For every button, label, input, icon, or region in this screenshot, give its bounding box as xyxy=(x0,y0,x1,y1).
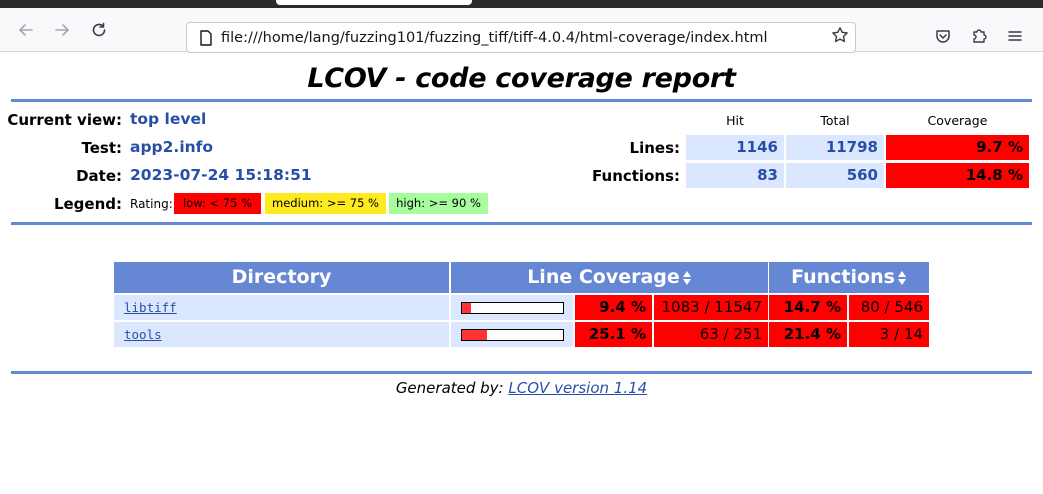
current-view-label: Current view: xyxy=(7,111,122,129)
col-header-line-coverage[interactable]: Line Coverage xyxy=(451,262,768,293)
test-value: app2.info xyxy=(130,138,214,156)
active-tab-indicator[interactable] xyxy=(276,0,472,5)
window-top-strip xyxy=(0,0,1043,8)
page-title: LCOV - code coverage report xyxy=(307,63,736,94)
header-ruler xyxy=(11,99,1032,102)
footer-prefix: Generated by: xyxy=(395,379,504,397)
address-bar[interactable]: file:///home/lang/fuzzing101/fuzzing_tif… xyxy=(186,22,856,53)
pocket-button[interactable] xyxy=(929,22,957,50)
hamburger-menu-icon xyxy=(1008,31,1022,41)
coverage-bar-fill xyxy=(462,330,488,340)
app-menu-button[interactable] xyxy=(1001,22,1029,50)
functions-total: 560 xyxy=(786,163,884,188)
table-row: tools xyxy=(114,322,449,347)
forward-button[interactable] xyxy=(48,16,76,44)
date-value: 2023-07-24 15:18:51 xyxy=(130,166,312,184)
lines-coverage: 9.7 % xyxy=(886,135,1029,160)
functions-pct: 14.7 % xyxy=(769,295,847,320)
functions-hit: 83 xyxy=(686,163,784,188)
url-text[interactable]: file:///home/lang/fuzzing101/fuzzing_tif… xyxy=(221,29,768,46)
coverage-bar-fill xyxy=(462,303,472,313)
line-coverage-bar xyxy=(451,322,573,347)
lines-total: 11798 xyxy=(786,135,884,160)
line-coverage-ratio: 63 / 251 xyxy=(654,322,768,347)
legend-high: high: >= 90 % xyxy=(389,193,488,214)
arrow-left-icon xyxy=(19,24,33,36)
line-coverage-ratio: 1083 / 11547 xyxy=(654,295,768,320)
extensions-button[interactable] xyxy=(965,22,993,50)
arrow-right-icon xyxy=(55,24,69,36)
back-button[interactable] xyxy=(12,16,40,44)
col-header-directory-text: Directory xyxy=(231,266,332,288)
functions-ratio: 3 / 14 xyxy=(849,322,929,347)
summary-col-total: Total xyxy=(820,113,850,128)
lines-hit: 1146 xyxy=(686,135,784,160)
legend-low: low: < 75 % xyxy=(174,193,261,214)
col-header-functions[interactable]: Functions xyxy=(769,262,929,293)
line-coverage-pct: 25.1 % xyxy=(575,322,652,347)
summary-col-hit: Hit xyxy=(726,113,744,128)
table-row: libtiff xyxy=(114,295,449,320)
line-coverage-pct: 9.4 % xyxy=(575,295,652,320)
directory-link-tools[interactable]: tools xyxy=(124,327,162,342)
summary-col-coverage: Coverage xyxy=(927,113,988,128)
legend-medium: medium: >= 75 % xyxy=(265,193,386,214)
footer: Generated by: LCOV version 1.14 xyxy=(0,379,1043,397)
lines-label: Lines: xyxy=(629,139,680,157)
col-header-functions-text: Functions xyxy=(791,266,895,288)
report-page: LCOV - code coverage report Current view… xyxy=(0,53,1043,397)
rating-label: Rating: xyxy=(130,197,173,211)
functions-label: Functions: xyxy=(592,167,680,185)
reload-button[interactable] xyxy=(85,16,113,44)
pocket-icon xyxy=(936,30,950,43)
date-label: Date: xyxy=(76,167,122,185)
sort-icon[interactable] xyxy=(682,270,692,285)
footer-ruler xyxy=(11,371,1032,374)
functions-coverage: 14.8 % xyxy=(886,163,1029,188)
directory-link-libtiff[interactable]: libtiff xyxy=(124,300,177,315)
functions-pct: 21.4 % xyxy=(769,322,847,347)
col-header-line-coverage-text: Line Coverage xyxy=(527,266,680,288)
report-header: Current view: top level Test: app2.info … xyxy=(0,102,1043,222)
browser-toolbar: file:///home/lang/fuzzing101/fuzzing_tif… xyxy=(0,8,1043,53)
legend-label: Legend: xyxy=(53,195,122,213)
test-label: Test: xyxy=(81,139,122,157)
header-bottom-ruler xyxy=(11,222,1032,225)
line-coverage-bar xyxy=(451,295,573,320)
current-view-link[interactable]: top level xyxy=(130,110,207,128)
reload-icon xyxy=(92,22,106,37)
puzzle-icon xyxy=(973,29,987,43)
functions-ratio: 80 / 546 xyxy=(849,295,929,320)
col-header-directory[interactable]: Directory xyxy=(114,262,449,293)
page-icon xyxy=(191,29,221,46)
coverage-bar-frame xyxy=(461,302,564,314)
star-icon[interactable] xyxy=(831,26,849,49)
coverage-bar-frame xyxy=(461,329,564,341)
lcov-version-link[interactable]: LCOV version 1.14 xyxy=(508,379,648,397)
sort-icon[interactable] xyxy=(897,270,907,285)
